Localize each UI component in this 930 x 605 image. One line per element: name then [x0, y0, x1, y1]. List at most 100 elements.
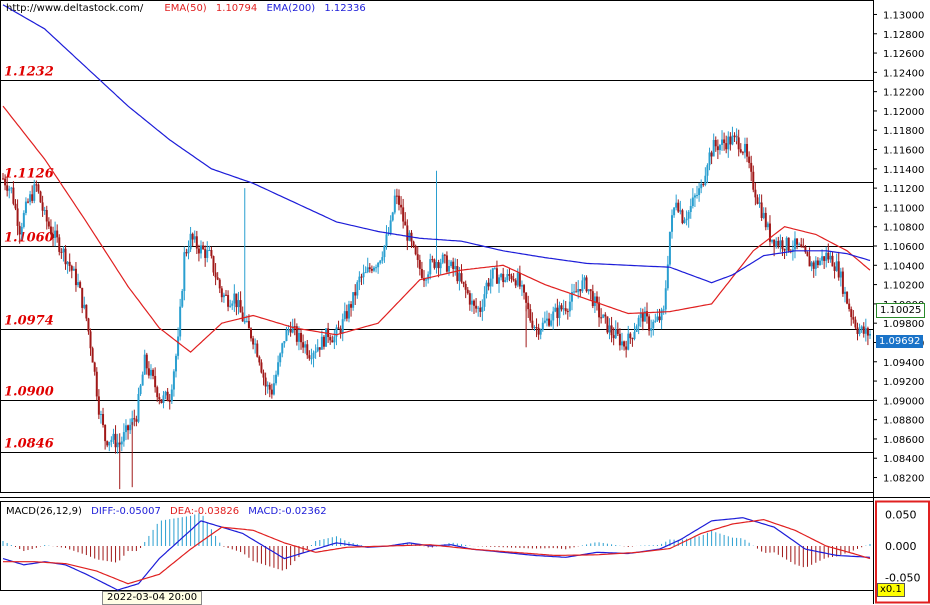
candle-body — [137, 393, 140, 422]
candle-body — [375, 267, 378, 269]
candle-body — [147, 368, 150, 376]
candle-body — [725, 143, 728, 150]
candle-body — [329, 337, 332, 341]
candle-body — [74, 268, 77, 286]
level-label: 1.1060 — [4, 231, 54, 246]
candle-body — [268, 384, 271, 390]
macd-scale-button[interactable]: x0.1 — [877, 583, 905, 597]
support-resistance-levels: 1.1232 1.1126 1.1060 1.0974 1.0900 1.0846 — [0, 65, 873, 453]
candle-body — [602, 314, 605, 318]
candle-body — [56, 230, 59, 238]
candle-body — [479, 307, 482, 312]
candle-body — [89, 331, 92, 349]
candle-body — [391, 212, 394, 221]
candle-body — [468, 293, 471, 305]
candle-body — [802, 246, 805, 248]
candle-body — [52, 234, 55, 238]
candle-body — [506, 274, 509, 280]
date-label: 2022-03-04 20:00 — [102, 591, 203, 605]
candle-body — [587, 289, 590, 292]
candle-body — [124, 425, 127, 433]
macd-axis[interactable]: 0.050 0.000 -0.050 — [885, 509, 920, 585]
candle-body — [229, 305, 232, 307]
candle-body — [237, 300, 240, 308]
candle-body — [356, 282, 359, 296]
candle-body — [577, 289, 580, 293]
candle-body — [581, 280, 584, 292]
candle-body — [821, 256, 824, 261]
candle-body — [620, 341, 623, 346]
candle-body — [691, 197, 694, 207]
candle-body — [564, 308, 567, 312]
candle-body — [81, 287, 84, 308]
candle-body — [437, 262, 440, 269]
candle-body — [154, 375, 157, 388]
candle-body — [846, 291, 849, 304]
candle-body — [239, 300, 242, 313]
ema200-label: EMA(200) — [266, 3, 316, 14]
price-axis[interactable]: 1.13000 1.12800 1.12600 1.12400 1.12200 1.120… — [873, 10, 924, 485]
candle-body — [131, 418, 134, 425]
candle-body — [293, 326, 296, 328]
candle-body — [648, 316, 651, 331]
candle-body — [537, 327, 540, 335]
candle-body — [743, 143, 746, 153]
candle-body — [562, 308, 565, 310]
candle-body — [397, 195, 400, 205]
candle-body — [439, 262, 442, 269]
candle-body — [498, 277, 501, 284]
candle-body — [425, 279, 428, 281]
candle-body — [750, 162, 753, 172]
candle-body — [110, 439, 113, 442]
candle-body — [593, 296, 596, 307]
site-url[interactable]: http://www.deltastock.com/ — [6, 3, 144, 14]
candle-body — [208, 250, 211, 252]
candle-body — [177, 336, 180, 356]
candle-body — [664, 288, 667, 310]
candle-body — [79, 282, 82, 288]
candle-body — [796, 238, 799, 245]
candle-body — [525, 292, 528, 303]
candle-body — [718, 144, 721, 151]
macd-panel — [2, 513, 871, 591]
candle-body — [427, 274, 430, 280]
candle-body — [633, 331, 636, 339]
candle-body — [43, 210, 46, 212]
candle-body — [485, 282, 488, 295]
candle-body — [775, 240, 778, 247]
candle-body — [612, 335, 615, 339]
candle-body — [39, 191, 42, 203]
candle-body — [733, 135, 736, 137]
candle-body — [489, 278, 492, 287]
ema-lines — [2, 4, 871, 353]
candle-body — [710, 152, 713, 157]
candle-body — [343, 311, 346, 320]
candle-body — [758, 202, 761, 204]
candle-body — [162, 395, 165, 403]
candle-body — [41, 202, 44, 211]
candle-body — [158, 397, 161, 400]
candle-body — [483, 294, 486, 307]
candle-body — [285, 329, 288, 341]
candle-body — [812, 262, 815, 269]
candle-body — [554, 307, 557, 312]
candle-body — [183, 252, 186, 291]
candle-body — [106, 441, 109, 446]
level-label: 1.0974 — [4, 314, 54, 329]
candle-body — [791, 249, 794, 252]
candle-body — [91, 348, 94, 363]
candle-body — [520, 285, 523, 287]
candle-body — [168, 401, 171, 403]
candle-body — [748, 156, 751, 163]
candle-body — [533, 327, 536, 329]
candle-body — [87, 318, 90, 332]
candle-body — [583, 277, 586, 281]
candle-body — [49, 226, 52, 235]
candle-body — [477, 307, 480, 309]
candle-body — [470, 300, 473, 305]
candle-body — [235, 293, 238, 308]
candle-body — [206, 250, 209, 258]
candle-body — [643, 311, 646, 322]
candle-body — [708, 152, 711, 166]
